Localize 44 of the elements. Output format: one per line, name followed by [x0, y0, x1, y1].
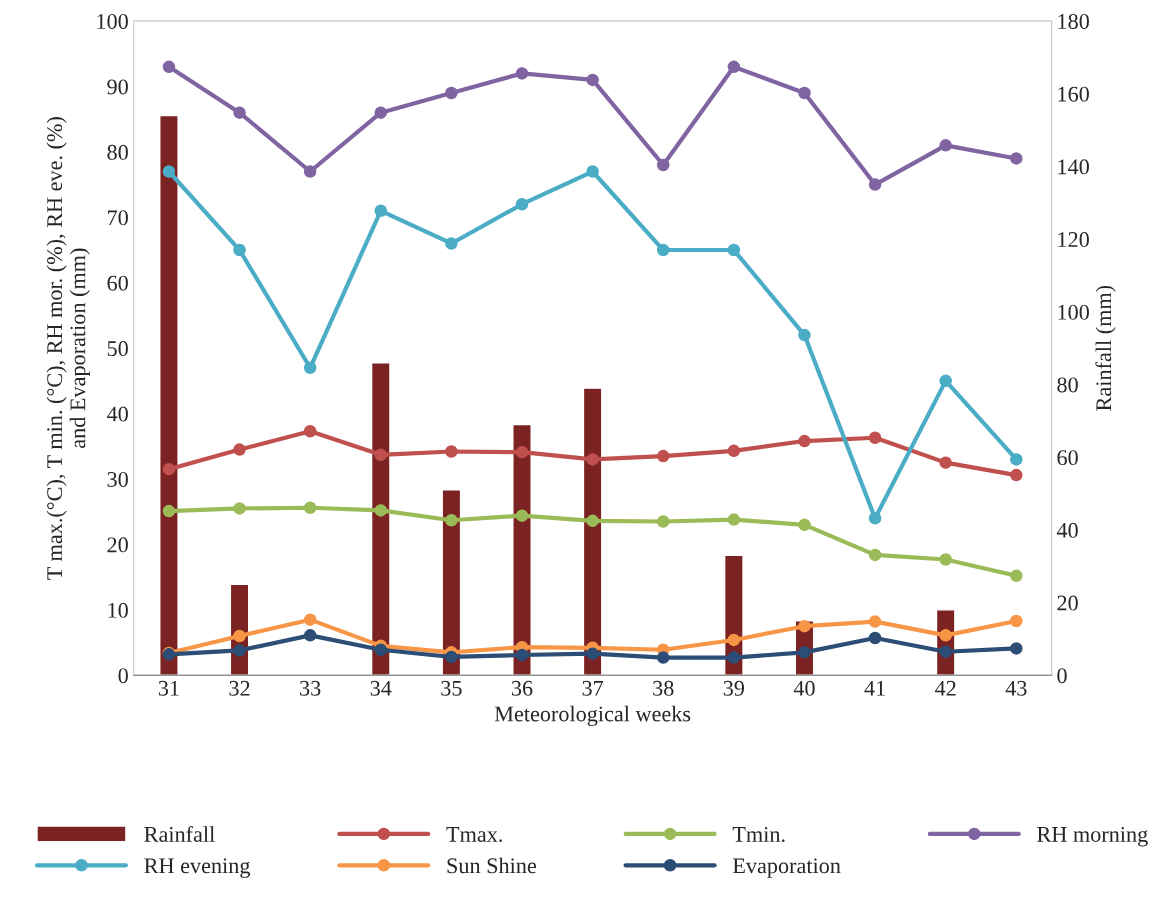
y2-tick-label: 160 [1058, 86, 1089, 102]
y2-tick-label: 60 [1057, 450, 1078, 466]
y-tick-label: 0 [118, 668, 128, 684]
legend-label: Rainfall [144, 826, 215, 842]
y2-tick-label: 120 [1058, 232, 1089, 248]
legend-label: Evaporation [732, 858, 841, 878]
y-tick-label: 40 [106, 406, 128, 422]
y-tick-label: 90 [107, 79, 128, 95]
y2-tick-label: 180 [1058, 13, 1089, 29]
x-tick-label: 39 [723, 680, 745, 696]
x-tick-label: 31 [158, 680, 179, 696]
y2-tick-label: 140 [1058, 159, 1089, 175]
legend-label: RH evening [144, 858, 251, 878]
y-tick-label: 30 [107, 471, 128, 487]
y-tick-label: 70 [108, 210, 128, 226]
y-tick-label: 80 [107, 144, 128, 160]
x-tick-label: 33 [300, 680, 321, 696]
y2-tick-label: 100 [1058, 304, 1089, 320]
x-tick-label: 34 [370, 680, 392, 696]
y-tick-label: 100 [97, 13, 128, 29]
legend-label: Tmin. [732, 826, 785, 842]
x-tick-label: 38 [653, 680, 674, 696]
y-tick-label: 10 [108, 602, 128, 618]
legend-label: Sun Shine [447, 857, 536, 874]
legend-label: RH morning [1037, 826, 1148, 847]
x-tick-label: 43 [1005, 680, 1027, 696]
legend-label: Tmax. [446, 827, 502, 842]
x-tick-label: 35 [441, 680, 462, 696]
x-tick-label: 40 [793, 680, 815, 696]
x-axis-title: Meteorological weeks [494, 705, 691, 727]
x-tick-label: 42 [935, 680, 956, 696]
y2-tick-label: 20 [1057, 595, 1078, 611]
y2-tick-label: 40 [1056, 522, 1078, 538]
x-tick-label: 36 [511, 680, 533, 696]
x-tick-label: 32 [229, 680, 250, 696]
y2-tick-label: 80 [1057, 377, 1078, 393]
y-axis-title: T max.(°C), T min. (°C), RH mor. (%), RH eve. (%) and Evaporation (mm) [46, 117, 90, 580]
y2-axis-title: Rainfall (mm) [1095, 285, 1116, 411]
y2-tick-label: 0 [1057, 668, 1067, 684]
y-tick-label: 50 [107, 341, 128, 357]
x-tick-label: 37 [582, 680, 604, 696]
y-tick-label: 60 [107, 275, 128, 291]
y-tick-label: 20 [107, 537, 128, 553]
x-tick-label: 41 [864, 680, 885, 696]
